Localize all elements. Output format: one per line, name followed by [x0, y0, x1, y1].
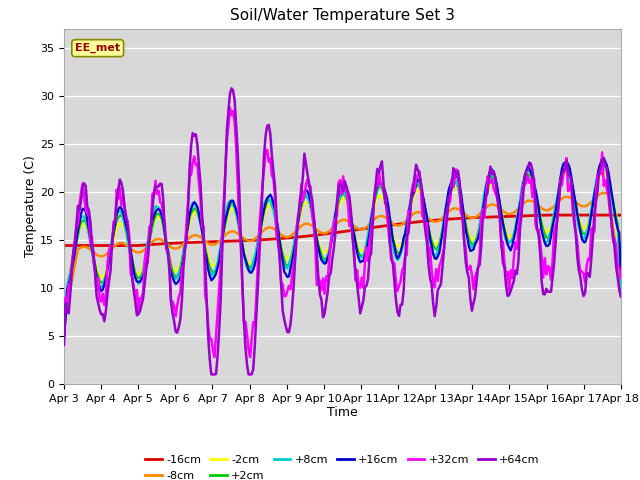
+32cm	[617, 275, 625, 281]
+32cm	[228, 112, 236, 118]
+64cm	[617, 294, 625, 300]
+2cm	[254, 242, 262, 248]
+64cm	[129, 276, 136, 282]
-16cm	[254, 237, 262, 243]
+2cm	[600, 162, 607, 168]
+8cm	[244, 267, 252, 273]
-16cm	[226, 238, 234, 244]
Line: +64cm: +64cm	[64, 88, 621, 374]
-8cm	[617, 280, 625, 286]
-2cm	[226, 207, 234, 213]
+2cm	[586, 217, 594, 223]
+2cm	[244, 264, 252, 269]
-16cm	[60, 243, 68, 249]
+64cm	[307, 190, 314, 196]
+16cm	[244, 267, 252, 273]
-8cm	[303, 221, 311, 227]
Text: EE_met: EE_met	[75, 43, 120, 53]
+32cm	[307, 184, 314, 190]
+32cm	[129, 274, 136, 280]
+8cm	[598, 159, 606, 165]
Line: +32cm: +32cm	[64, 108, 621, 357]
-2cm	[60, 331, 68, 337]
-2cm	[617, 281, 625, 287]
+8cm	[226, 198, 234, 204]
+8cm	[254, 237, 262, 243]
+2cm	[303, 194, 311, 200]
+2cm	[617, 278, 625, 284]
-8cm	[244, 238, 252, 244]
+64cm	[60, 342, 68, 348]
+16cm	[60, 337, 68, 343]
-16cm	[303, 233, 311, 239]
+16cm	[129, 258, 136, 264]
-2cm	[254, 240, 262, 246]
+2cm	[60, 333, 68, 338]
+64cm	[248, 372, 255, 377]
+8cm	[617, 290, 625, 296]
+8cm	[60, 325, 68, 331]
Line: -8cm: -8cm	[64, 193, 621, 323]
Line: +8cm: +8cm	[64, 162, 621, 328]
-8cm	[254, 233, 262, 239]
-8cm	[586, 201, 594, 206]
-2cm	[129, 258, 136, 264]
-16cm	[588, 212, 595, 218]
-16cm	[543, 212, 550, 218]
-8cm	[600, 190, 607, 196]
+8cm	[586, 216, 594, 221]
-8cm	[60, 320, 68, 325]
-8cm	[226, 229, 234, 235]
+16cm	[303, 189, 311, 194]
Line: -16cm: -16cm	[64, 215, 621, 246]
+16cm	[226, 200, 234, 205]
+64cm	[228, 85, 236, 91]
-2cm	[598, 168, 606, 174]
X-axis label: Time: Time	[327, 407, 358, 420]
+8cm	[303, 194, 311, 200]
-2cm	[586, 215, 594, 220]
+32cm	[246, 354, 254, 360]
+64cm	[229, 88, 237, 94]
+32cm	[60, 300, 68, 305]
+64cm	[257, 217, 265, 223]
+2cm	[226, 203, 234, 209]
+16cm	[254, 245, 262, 251]
+16cm	[586, 222, 594, 228]
+32cm	[226, 105, 234, 111]
-8cm	[129, 247, 136, 252]
Y-axis label: Temperature (C): Temperature (C)	[24, 156, 37, 257]
-2cm	[244, 261, 252, 266]
+32cm	[248, 336, 255, 342]
-2cm	[303, 200, 311, 206]
Line: -2cm: -2cm	[64, 171, 621, 334]
+16cm	[600, 155, 607, 161]
+16cm	[617, 270, 625, 276]
Title: Soil/Water Temperature Set 3: Soil/Water Temperature Set 3	[230, 9, 455, 24]
-16cm	[244, 238, 252, 243]
Legend: -16cm, -8cm, -2cm, +2cm, +8cm, +16cm, +32cm, +64cm: -16cm, -8cm, -2cm, +2cm, +8cm, +16cm, +3…	[141, 451, 544, 480]
+32cm	[257, 203, 265, 208]
-16cm	[129, 243, 136, 249]
+2cm	[129, 256, 136, 262]
+64cm	[207, 372, 215, 377]
+32cm	[589, 230, 596, 236]
+64cm	[589, 235, 596, 240]
+8cm	[129, 263, 136, 269]
Line: +16cm: +16cm	[64, 158, 621, 340]
Line: +2cm: +2cm	[64, 165, 621, 336]
-16cm	[617, 212, 625, 218]
